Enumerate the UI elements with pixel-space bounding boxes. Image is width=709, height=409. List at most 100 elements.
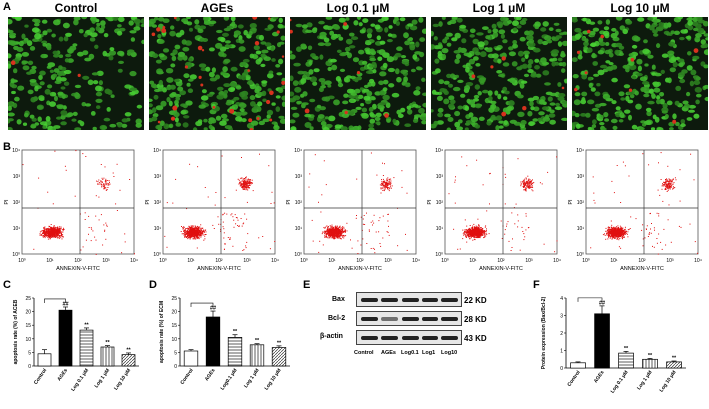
y-tick-label: 10⁰	[153, 252, 161, 258]
category-label: Log 1 μM	[94, 368, 112, 389]
category-label: Control	[567, 369, 582, 388]
y-tick-label: 10⁴	[576, 148, 584, 154]
bar	[38, 354, 51, 366]
x-tick-label: 10²	[356, 258, 364, 264]
y-tick-label: 10²	[295, 200, 303, 206]
significance-marker: **	[105, 340, 110, 346]
panel-label-f: F	[533, 279, 540, 291]
flow-x-axis-label: ANNEXIN-V-FITC	[56, 266, 100, 272]
flow-frame	[22, 150, 134, 254]
y-tick-label: 10²	[154, 200, 162, 206]
x-tick-label: 10⁰	[300, 258, 308, 264]
wb-lane-control: Control	[354, 350, 374, 356]
condition-title-log10: Log 10 μM	[572, 1, 708, 15]
category-label: Log 0.1 μM	[610, 370, 630, 395]
x-tick-label: 10⁴	[553, 258, 561, 264]
x-tick-label: 10⁴	[694, 258, 702, 264]
y-tick-label: 10¹	[577, 226, 585, 232]
y-tick-label: 0	[174, 364, 177, 370]
bar	[80, 330, 93, 366]
x-tick-label: 10¹	[610, 258, 618, 264]
micrograph-log01	[290, 17, 426, 130]
x-tick-label: 10²	[497, 258, 505, 264]
flow-x-axis-label: ANNEXIN-V-FITC	[620, 266, 664, 272]
y-tick-label: 10¹	[436, 226, 444, 232]
y-axis-label: apoptosis rate (%) of ACEB	[13, 299, 19, 364]
y-tick-label: 10⁴	[294, 148, 302, 154]
significance-marker: **	[648, 353, 653, 359]
bar	[101, 347, 114, 366]
flow-x-axis-label: ANNEXIN-V-FITC	[479, 266, 523, 272]
wb-strip-bcl2	[356, 311, 462, 326]
x-tick-label: 10³	[243, 258, 251, 264]
y-axis-label: apoptosis rate (%) of ECM	[159, 301, 165, 363]
x-tick-label: 10⁴	[412, 258, 420, 264]
y-tick-label: 10⁴	[435, 148, 443, 154]
bar	[184, 351, 198, 366]
wb-strip-actin	[356, 330, 462, 345]
flow-x-axis-label: ANNEXIN-V-FITC	[338, 266, 382, 272]
wb-lane-log1: Log1	[422, 350, 435, 356]
x-tick-label: 10⁰	[159, 258, 167, 264]
condition-title-control: Control	[8, 1, 144, 15]
condition-title-log1: Log 1 μM	[431, 1, 567, 15]
x-tick-label: 10²	[638, 258, 646, 264]
category-label: AGEs	[204, 368, 217, 383]
bar	[228, 337, 242, 366]
y-tick-label: 10⁰	[12, 252, 20, 258]
micrograph-control	[8, 17, 144, 130]
y-tick-label: 20	[25, 310, 31, 316]
y-axis-label: Protein expression (Bax/Bcl-2)	[541, 296, 547, 369]
x-tick-label: 10¹	[328, 258, 336, 264]
y-tick-label: 0	[28, 364, 31, 370]
x-tick-label: 10³	[666, 258, 674, 264]
y-tick-label: 10³	[13, 174, 21, 180]
significance-marker: **	[672, 356, 677, 362]
x-tick-label: 10¹	[187, 258, 195, 264]
y-tick-label: 10	[171, 337, 177, 343]
y-tick-label: 0	[560, 366, 563, 372]
y-tick-label: 25	[171, 296, 177, 302]
flow-frame	[445, 150, 557, 254]
flow-x-axis-label: ANNEXIN-V-FITC	[197, 266, 241, 272]
y-tick-label: 20	[171, 310, 177, 316]
y-tick-label: 1	[560, 349, 563, 355]
y-tick-label: 10³	[154, 174, 162, 180]
panel-label-c: C	[3, 279, 11, 291]
flow-y-axis-label: PI	[4, 199, 10, 205]
y-tick-label: 10²	[13, 200, 21, 206]
x-tick-label: 10⁰	[582, 258, 590, 264]
y-tick-label: 10⁰	[435, 252, 443, 258]
category-label: Log 1 μM	[243, 368, 261, 389]
micrograph-ages	[149, 17, 285, 130]
significance-marker: **	[233, 329, 238, 335]
category-label: Log 0.1 μM	[70, 368, 90, 393]
y-tick-label: 4	[560, 296, 563, 302]
micrograph-log10	[572, 17, 708, 130]
y-tick-label: 10⁰	[294, 252, 302, 258]
bar	[595, 314, 610, 368]
bar	[619, 353, 634, 368]
wb-strip-bax	[356, 292, 462, 307]
flow-y-axis-label: PI	[427, 199, 433, 205]
y-tick-label: 10²	[577, 200, 585, 206]
y-tick-label: 15	[171, 323, 177, 329]
wb-lane-ages: AGEs	[381, 350, 396, 356]
y-tick-label: 10	[25, 337, 31, 343]
flow-frame	[163, 150, 275, 254]
category-label: AGEs	[593, 370, 606, 385]
bar	[272, 348, 286, 367]
y-tick-label: 10¹	[154, 226, 162, 232]
y-tick-label: 2	[560, 331, 563, 337]
y-tick-label: 10³	[577, 174, 585, 180]
wb-label-bcl2: Bcl-2	[328, 315, 345, 322]
bar	[206, 317, 220, 366]
wb-label-actin: β-actin	[320, 333, 343, 340]
bar	[122, 355, 135, 366]
category-label: Control	[33, 367, 48, 386]
flow-y-axis-label: PI	[145, 199, 151, 205]
